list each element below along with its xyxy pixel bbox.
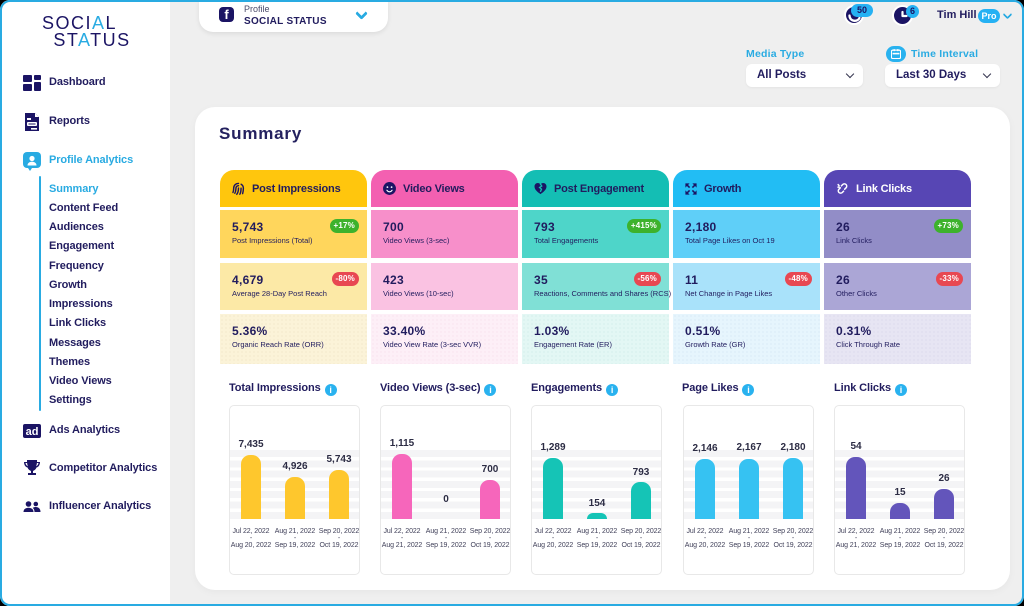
svg-text:ad: ad xyxy=(26,426,39,438)
